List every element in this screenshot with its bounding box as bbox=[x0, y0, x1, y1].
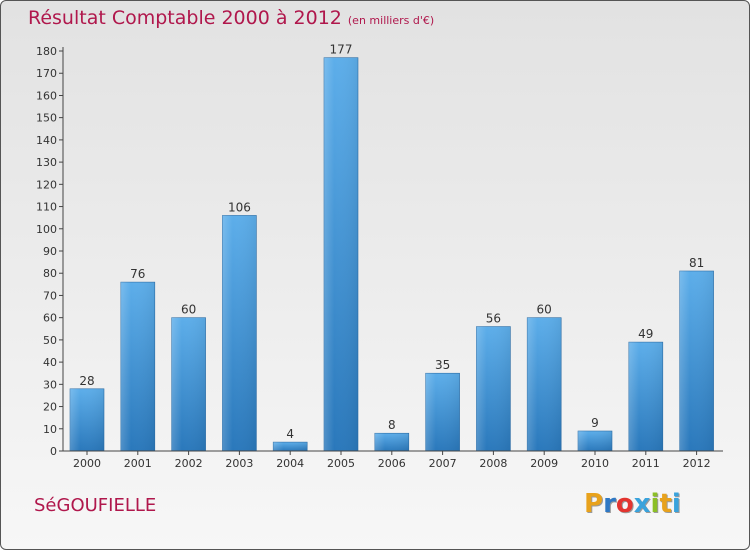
bar-shine-2012 bbox=[679, 271, 714, 451]
bar-shine-2001 bbox=[120, 282, 155, 451]
y-tick-label: 90 bbox=[43, 245, 57, 258]
chart-title-text: Résultat Comptable 2000 à 2012 bbox=[28, 7, 342, 29]
logo-letter: r bbox=[603, 489, 616, 519]
y-tick-label: 180 bbox=[36, 45, 57, 58]
x-tick-label: 2004 bbox=[276, 457, 304, 470]
bar-value-label: 56 bbox=[486, 312, 501, 326]
bar-shine-2005 bbox=[324, 57, 358, 452]
bar-value-label: 81 bbox=[689, 256, 704, 270]
bar-shine-2007 bbox=[425, 373, 460, 451]
bar-value-label: 177 bbox=[330, 43, 353, 57]
logo-letter: i bbox=[671, 489, 681, 519]
bar-shine-2010 bbox=[578, 431, 612, 451]
x-tick-label: 2006 bbox=[378, 457, 406, 470]
bar-shine-2004 bbox=[273, 442, 308, 451]
y-tick-label: 30 bbox=[43, 378, 57, 391]
x-tick-label: 2002 bbox=[175, 457, 203, 470]
y-tick-label: 100 bbox=[36, 223, 57, 236]
commune-name: SéGOUFIELLE bbox=[34, 495, 157, 516]
logo-letter: P bbox=[584, 489, 604, 519]
bar-value-label: 60 bbox=[537, 303, 552, 317]
bar-shine-2003 bbox=[222, 215, 257, 451]
bar-value-label: 9 bbox=[591, 416, 599, 430]
logo-letter: o bbox=[615, 489, 634, 519]
chart-subtitle: (en milliers d'€) bbox=[347, 14, 435, 27]
bar-value-label: 49 bbox=[638, 327, 653, 341]
bar-shine-2009 bbox=[527, 317, 562, 451]
bar-shine-2000 bbox=[70, 388, 104, 451]
bar-value-label: 106 bbox=[228, 200, 251, 214]
x-tick-label: 2010 bbox=[581, 457, 609, 470]
bars: 28 76 60 106 4 177 8 35 56 60 9 49 81 bbox=[69, 43, 714, 452]
y-tick-label: 150 bbox=[36, 112, 57, 125]
y-tick-label: 110 bbox=[36, 201, 57, 214]
chart-title: Résultat Comptable 2000 à 2012 (en millie… bbox=[28, 7, 434, 29]
y-tick-label: 160 bbox=[36, 89, 57, 102]
x-tick-label: 2011 bbox=[632, 457, 660, 470]
y-tick-label: 10 bbox=[43, 423, 57, 436]
y-tick-label: 140 bbox=[36, 134, 57, 147]
proxiti-logo[interactable]: Proxiti bbox=[584, 489, 681, 519]
x-tick-label: 2003 bbox=[225, 457, 253, 470]
bar-shine-2006 bbox=[374, 433, 409, 451]
y-axis-ticks: 0 10 20 30 40 50 60 70 80 90 100 110 120 130 140 150 160… bbox=[36, 45, 63, 458]
bar-shine-2008 bbox=[476, 326, 511, 451]
y-tick-label: 70 bbox=[43, 289, 57, 302]
y-tick-label: 120 bbox=[36, 178, 57, 191]
x-axis-labels: 2000 2001 2002 2003 2004 2005 2006 2007 2008 2009… bbox=[73, 451, 711, 470]
bar-shine-2011 bbox=[628, 342, 663, 451]
logo-letter: i bbox=[650, 489, 660, 519]
y-tick-label: 20 bbox=[43, 401, 57, 414]
bar-value-label: 4 bbox=[286, 427, 294, 441]
x-tick-label: 2008 bbox=[479, 457, 507, 470]
x-tick-label: 2009 bbox=[530, 457, 558, 470]
y-tick-label: 130 bbox=[36, 156, 57, 169]
bar-value-label: 35 bbox=[435, 358, 450, 372]
y-tick-label: 80 bbox=[43, 267, 57, 280]
bar-shine-2002 bbox=[171, 317, 206, 451]
x-tick-label: 2001 bbox=[124, 457, 152, 470]
x-tick-label: 2012 bbox=[683, 457, 711, 470]
bar-value-label: 76 bbox=[130, 267, 145, 281]
x-tick-label: 2007 bbox=[429, 457, 457, 470]
x-tick-label: 2000 bbox=[73, 457, 101, 470]
y-tick-label: 170 bbox=[36, 67, 57, 80]
y-tick-label: 0 bbox=[50, 445, 57, 458]
bar-value-label: 60 bbox=[181, 303, 196, 317]
y-tick-label: 60 bbox=[43, 312, 57, 325]
axes bbox=[62, 47, 723, 452]
bar-value-label: 8 bbox=[388, 418, 396, 432]
logo-letter: x bbox=[633, 489, 651, 519]
bar-value-label: 28 bbox=[79, 374, 94, 388]
y-tick-label: 40 bbox=[43, 356, 57, 369]
x-tick-label: 2005 bbox=[327, 457, 355, 470]
logo-letter: t bbox=[659, 489, 672, 519]
y-tick-label: 50 bbox=[43, 334, 57, 347]
